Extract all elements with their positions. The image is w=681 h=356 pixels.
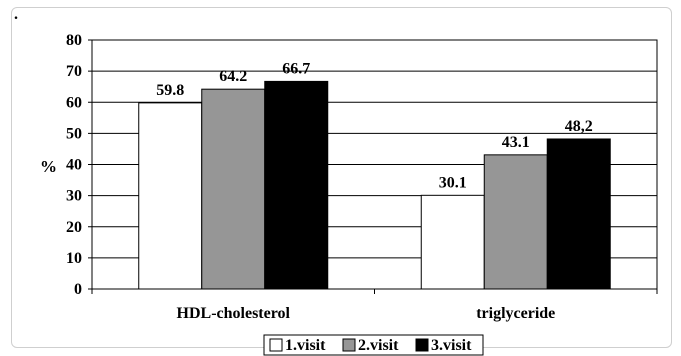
category-label: triglyceride	[476, 305, 555, 322]
data-label: 48,2	[565, 118, 593, 135]
data-labels: 59.8 64.2 66.7 30.1 43.1 48,2	[156, 60, 593, 191]
bar-3.visit-HDL-cholesterol	[264, 80, 329, 290]
bars	[138, 80, 611, 290]
legend-swatch	[269, 338, 283, 352]
legend-swatch	[415, 338, 429, 352]
bar-1.visit-HDL-cholesterol	[138, 102, 203, 290]
data-label: 43.1	[502, 134, 530, 151]
data-label: 66.7	[282, 60, 310, 77]
data-label: 59.8	[156, 82, 184, 99]
y-tick-label: 10	[66, 250, 82, 267]
y-axis-label: %	[40, 157, 57, 176]
legend-label: 2.visit	[358, 337, 399, 354]
y-tick-labels: 0 10 20 30 40 50 60 70 80	[66, 32, 82, 298]
y-tick-label: 30	[66, 188, 82, 205]
legend-label: 3.visit	[431, 337, 472, 354]
y-tick-label: 40	[66, 157, 82, 174]
data-label: 30.1	[439, 174, 467, 191]
category-label: HDL-cholesterol	[177, 305, 291, 322]
y-tick-label: 80	[66, 32, 82, 49]
y-tick-label: 60	[66, 94, 82, 111]
y-tick-label: 0	[74, 281, 82, 298]
data-label: 64.2	[219, 68, 247, 85]
y-tick-label: 20	[66, 219, 82, 236]
category-labels: HDL-cholesterol triglyceride	[177, 305, 556, 322]
axes	[88, 39, 658, 294]
y-tick-label: 70	[66, 63, 82, 80]
legend-swatch	[342, 338, 356, 352]
corner-mark: .	[14, 6, 18, 23]
bar-2.visit-triglyceride	[483, 154, 548, 290]
legend: 1.visit 2.visit 3.visit	[263, 334, 484, 356]
bar-1.visit-triglyceride	[420, 194, 485, 290]
bar-3.visit-triglyceride	[546, 138, 611, 290]
y-tick-label: 50	[66, 125, 82, 142]
bar-2.visit-HDL-cholesterol	[201, 88, 266, 290]
legend-label: 1.visit	[285, 337, 326, 354]
